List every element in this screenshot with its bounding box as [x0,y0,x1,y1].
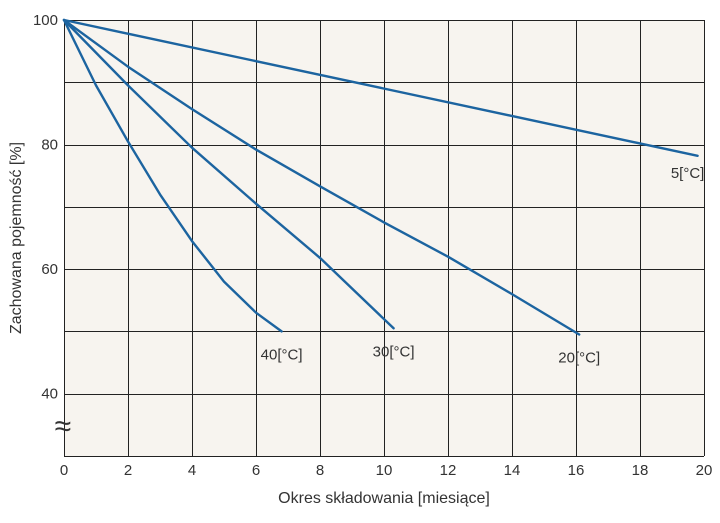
series-label-1: 20[°C] [558,350,600,367]
y-tick-label: 40 [41,386,58,403]
label-layer: 5[°C] 20[°C] 30[°C] 40[°C] [261,165,705,367]
y-axis-title: Zachowana pojemność [%] [8,142,25,334]
x-tick-label: 10 [376,462,393,479]
x-tick-label: 18 [632,462,649,479]
series-line-0 [62,18,699,157]
series-layer [62,18,699,336]
x-tick-label: 4 [188,462,196,479]
x-axis-title: Okres składowania [miesiące] [278,490,490,507]
series-line-3 [62,18,283,333]
x-tick-label: 20 [696,462,713,479]
x-tick-label: 8 [316,462,324,479]
series-label-0: 5[°C] [671,165,705,182]
x-tick-label: 14 [504,462,521,479]
x-tick-label: 2 [124,462,132,479]
series-label-2: 30[°C] [373,343,415,360]
y-tick-label: 60 [41,261,58,278]
x-tick-label: 0 [60,462,68,479]
series-line-1 [62,18,581,336]
grid-layer [64,20,705,457]
series-line-2 [62,18,395,330]
axis-break-symbol: ≈ [55,410,71,443]
x-tick-label: 12 [440,462,457,479]
series-label-3: 40[°C] [261,346,303,363]
tick-layer: 0 2 4 6 8 10 12 14 16 18 20 40 60 80 100 [33,12,712,479]
x-tick-label: 6 [252,462,260,479]
y-tick-label: 80 [41,137,58,154]
x-tick-label: 16 [568,462,585,479]
y-tick-label: 100 [33,12,58,29]
